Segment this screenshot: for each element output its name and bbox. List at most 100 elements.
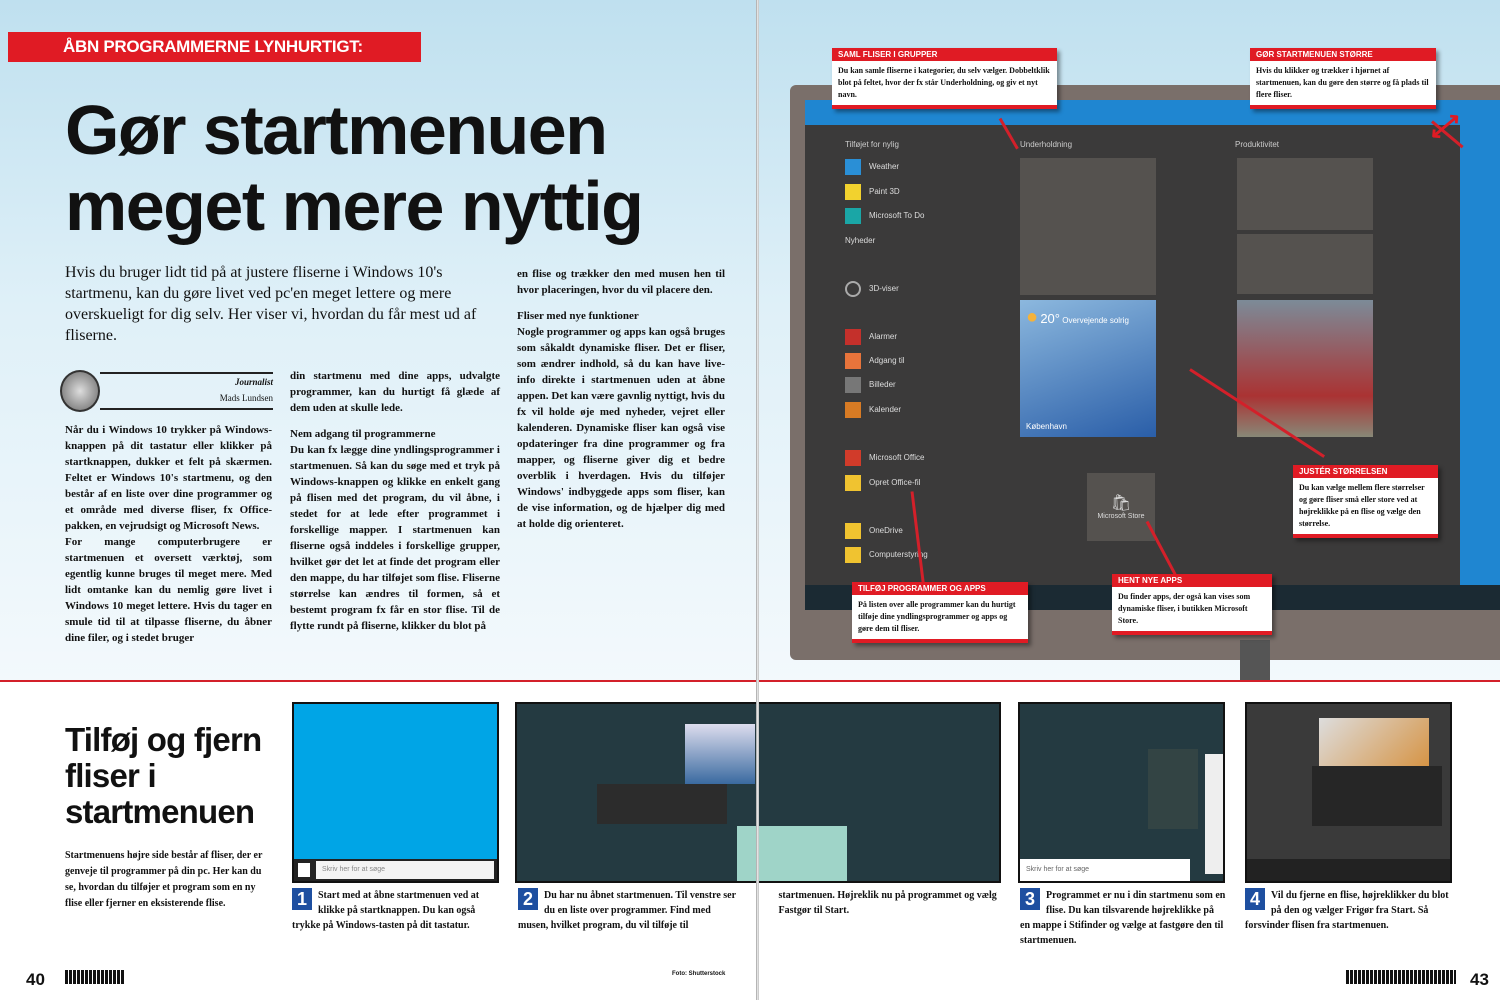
section-intro: Startmenuens højre side består af fliser… <box>65 850 263 909</box>
folder-icon <box>845 475 861 491</box>
app-label: OneDrive <box>869 526 903 535</box>
page-gutter <box>756 0 759 1000</box>
magazine-logo <box>65 970 125 984</box>
app-item[interactable]: Weather <box>845 158 899 176</box>
body-column-1: Når du i Windows 10 trykker på Windows-k… <box>65 424 272 644</box>
callout-heading: TILFØJ PROGRAMMER OG APPS <box>852 582 1028 595</box>
store-tile[interactable]: 🛍 Microsoft Store <box>1087 473 1155 541</box>
app-item[interactable]: Alarmer <box>845 328 897 346</box>
app-icon <box>845 402 861 418</box>
author-avatar <box>60 370 100 412</box>
app-label: Nyheder <box>845 236 876 245</box>
app-label: Opret Office-fil <box>869 478 921 487</box>
context-menu <box>597 784 727 824</box>
col2-lead: din startmenu med dine apps, udvalgte pr… <box>290 370 500 414</box>
callout-resize: GØR STARTMENUEN STØRRE Hvis du klikker og… <box>1250 48 1436 109</box>
windows-start-icon <box>298 863 310 877</box>
sun-icon: ● <box>1026 306 1039 328</box>
calendar-tile[interactable] <box>1237 158 1373 230</box>
context-menu <box>1312 766 1442 826</box>
callout-heading: GØR STARTMENUEN STØRRE <box>1250 48 1436 61</box>
app-label: Microsoft To Do <box>869 211 925 220</box>
step-number: 1 <box>292 888 312 910</box>
page-number-right: 43 <box>1470 970 1489 989</box>
step-caption: 2 Du har nu åbnet startmenuen. Til venstr… <box>518 888 1001 933</box>
app-item[interactable]: Microsoft Office <box>845 449 924 467</box>
step-text: Vil du fjerne en flise, højreklikker du … <box>1245 890 1449 931</box>
app-icon <box>845 450 861 466</box>
article-title: Gør startmenuen meget mere nyttig <box>65 92 644 245</box>
app-item[interactable]: OneDrive <box>845 522 903 540</box>
author-box: Journalist Mads Lundsen <box>60 370 273 412</box>
body-column-3: en flise og trækker den med musen hen ti… <box>517 266 725 532</box>
store-label: Microsoft Store <box>1097 513 1145 520</box>
page-number-left: 40 <box>26 970 45 989</box>
store-bag-icon: 🛍 <box>1110 495 1132 512</box>
app-item[interactable]: Paint 3D <box>845 183 900 201</box>
app-item[interactable]: Opret Office-fil <box>845 474 920 492</box>
app-label: Computerstyring <box>869 550 928 559</box>
folder-icon <box>845 547 861 563</box>
group-label-entertainment[interactable]: Underholdning <box>1020 140 1073 149</box>
kicker-label: ÅBN PROGRAMMERNE LYNHURTIGT: <box>8 32 421 62</box>
weather-tile[interactable]: ● 20° Overvejende solrig København <box>1020 300 1156 437</box>
app-label: Weather <box>869 162 900 171</box>
weather-city: København <box>1026 422 1067 431</box>
search-box: Skriv her for at søge <box>1020 859 1190 881</box>
weather-temp: 20° <box>1040 311 1060 326</box>
app-item[interactable]: Billeder <box>845 376 896 394</box>
app-item[interactable]: Computerstyring <box>845 546 928 564</box>
body-column-2: din startmenu med dine apps, udvalgte pr… <box>290 368 500 634</box>
col3-heading: Fliser med nye funktioner <box>517 310 639 322</box>
photos-tile[interactable] <box>1237 300 1373 437</box>
todo-tile[interactable] <box>1237 234 1373 294</box>
callout-heading: HENT NYE APPS <box>1112 574 1272 587</box>
col2-body: Du kan fx lægge dine yndlingsprogrammer … <box>290 444 500 632</box>
callout-heading: JUSTÉR STØRRELSEN <box>1293 465 1438 478</box>
app-item[interactable]: 3D-viser <box>845 280 899 298</box>
step-3-screenshot: Skriv her for at søge <box>1018 702 1225 883</box>
section-title: Tilføj og fjern fliser i startmenuen <box>65 721 262 830</box>
folder-icon <box>845 523 861 539</box>
app-item[interactable]: Nyheder <box>845 232 875 250</box>
app-icon <box>845 281 861 297</box>
photo-credit: Foto: Shutterstock <box>672 971 726 977</box>
app-label: Kalender <box>869 405 902 414</box>
app-icon <box>845 184 861 200</box>
callout-size: JUSTÉR STØRRELSEN Du kan vælge mellem fle… <box>1293 465 1438 538</box>
col3-lead: en flise og trækker den med musen hen ti… <box>517 268 725 296</box>
step-caption: 4 Vil du fjerne en flise, højreklikker du… <box>1245 888 1451 933</box>
group-label-productivity[interactable]: Produktivitet <box>1235 140 1280 149</box>
app-icon <box>845 159 861 175</box>
step-text: Programmet er nu i din startmenu som en … <box>1020 890 1226 946</box>
callout-body: Du kan samle fliserne i kategorier, du s… <box>838 66 1050 99</box>
step-caption: 3 Programmet er nu i din startmenu som en… <box>1020 888 1226 948</box>
step-number: 2 <box>518 888 538 910</box>
col3-body: Nogle programmer og apps kan også bruges… <box>517 326 725 530</box>
callout-body: Du finder apps, der også kan vises som d… <box>1118 592 1251 625</box>
step-caption: 1 Start med at åbne startmenuen ved at kl… <box>292 888 499 933</box>
callout-body: Hvis du klikker og trækker i hjørnet af … <box>1256 66 1429 99</box>
news-tile[interactable] <box>1020 158 1156 295</box>
callout-new-apps: HENT NYE APPS Du finder apps, der også ka… <box>1112 574 1272 635</box>
app-item[interactable]: Adgang til <box>845 352 905 370</box>
app-label: Billeder <box>869 380 896 389</box>
search-box: Skriv her for at søge <box>316 861 494 879</box>
title-line-2: meget mere nyttig <box>65 167 644 245</box>
col2-heading: Nem adgang til programmerne <box>290 428 436 440</box>
callout-body: Du kan vælge mellem flere størrelser og … <box>1299 483 1425 528</box>
app-item[interactable]: Microsoft To Do <box>845 207 924 225</box>
author-name: Mads Lundsen <box>219 393 273 403</box>
callout-groups: SAML FLISER I GRUPPER Du kan samle fliser… <box>832 48 1057 109</box>
app-item[interactable]: Kalender <box>845 401 901 419</box>
recently-added-label: Tilføjet for nylig <box>845 140 899 149</box>
weather-desc: Overvejende solrig <box>1062 316 1129 325</box>
app-label: Paint 3D <box>869 187 900 196</box>
app-icon <box>845 353 861 369</box>
callout-heading: SAML FLISER I GRUPPER <box>832 48 1057 61</box>
section-divider <box>0 680 1500 682</box>
magazine-logo <box>1346 970 1456 984</box>
app-label: Alarmer <box>869 332 898 341</box>
article-intro: Hvis du bruger lidt tid på at justere fl… <box>65 264 477 344</box>
app-icon <box>845 208 861 224</box>
